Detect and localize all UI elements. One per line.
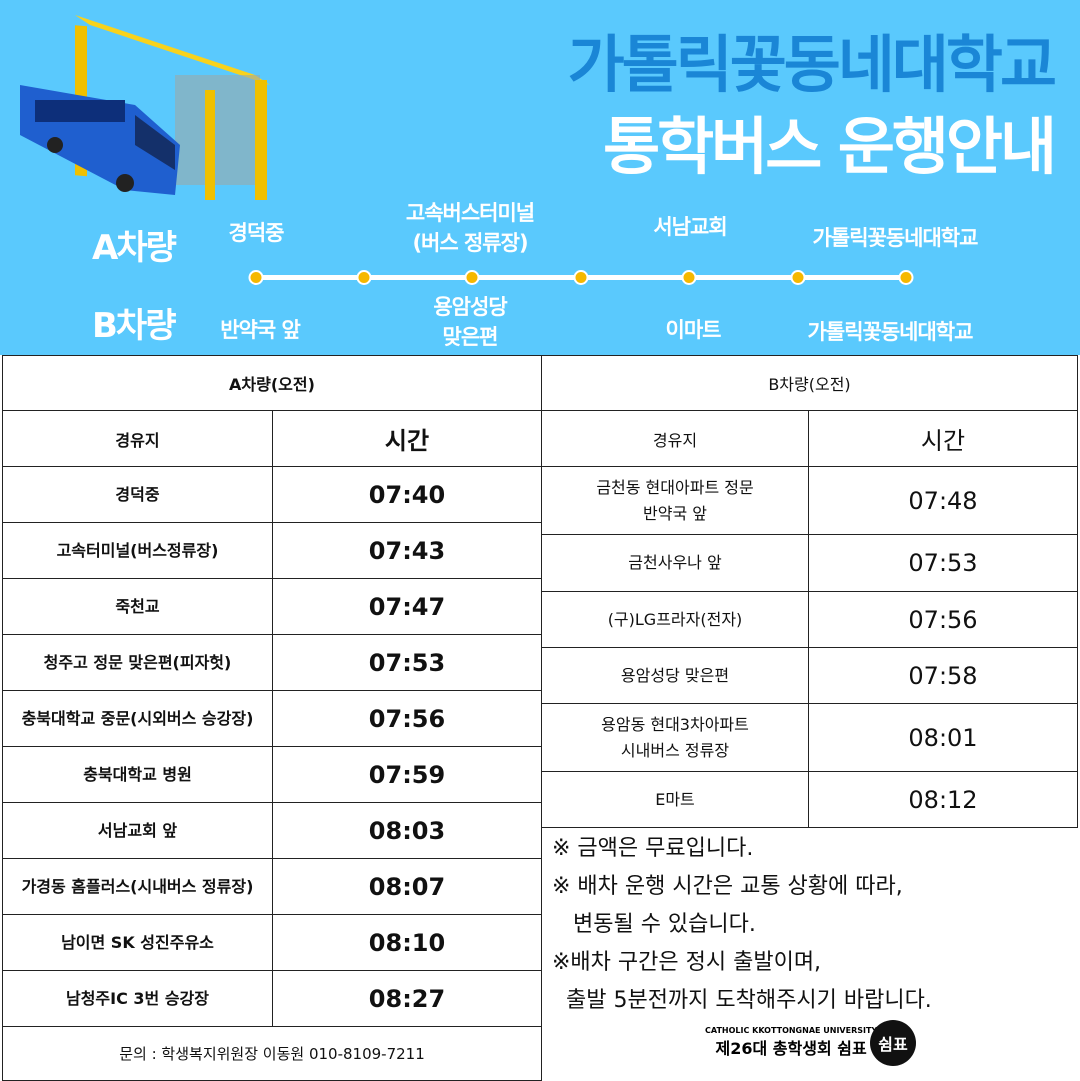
logo-seal-icon: 쉼표: [870, 1020, 916, 1066]
stop-cell: 청주고 정문 맞은편(피자헛): [2, 634, 273, 691]
table-title: B차량(오전): [541, 355, 1078, 411]
note-line: ※ 금액은 무료입니다.: [552, 836, 754, 861]
b-stop: 가톨릭꽃동네대학교: [807, 320, 974, 344]
time-cell: 07:56: [272, 690, 542, 747]
b-stop: 용암성당 맞은편: [433, 295, 507, 349]
b-vehicle-schedule-table: B차량(오전) 경유지 시간 금천동 현대아파트 정문 반약국 앞 07:48 금천사…: [541, 355, 1078, 828]
table-row: 금천사우나 앞 07:53: [541, 534, 1078, 592]
time-cell: 07:43: [272, 522, 542, 579]
table-row: 남이면 SK 성진주유소 08:10: [2, 914, 542, 971]
b-stop: 이마트: [665, 318, 722, 342]
table-row: 서남교회 앞 08:03: [2, 802, 542, 859]
table-row: 경덕중 07:40: [2, 466, 542, 523]
time-cell: 08:27: [272, 970, 542, 1027]
note-line: ※배차 구간은 정시 출발이며,: [552, 950, 822, 975]
time-cell: 07:56: [808, 591, 1078, 648]
route-stop-dot: [790, 270, 806, 285]
page-title: 통학버스 운행안내: [603, 110, 1057, 183]
stop-cell: 서남교회 앞: [2, 802, 273, 859]
route-stop-dot: [248, 270, 264, 285]
time-cell: 08:07: [272, 858, 542, 915]
bus-icon: [20, 85, 180, 195]
time-cell: 07:40: [272, 466, 542, 523]
student-council-logo: CATHOLIC KKOTTONGNAE UNIVERSITY 제26대 총학생…: [705, 1026, 877, 1059]
university-title: 가톨릭꽃동네대학교: [567, 28, 1057, 101]
time-cell: 07:58: [808, 647, 1078, 704]
logo-korean-text: 제26대 총학생회 쉼표: [715, 1039, 867, 1058]
stop-cell: 충북대학교 중문(시외버스 승강장): [2, 690, 273, 747]
table-row: (구)LG프라자(전자) 07:56: [541, 591, 1078, 648]
a-vehicle-schedule-table: A차량(오전) 경유지 시간 경덕중 07:40 고속터미널(버스정류장) 07:43 죽…: [2, 355, 542, 1081]
table-row: 고속터미널(버스정류장) 07:43: [2, 522, 542, 579]
note-line: 출발 5분전까지 도착해주시기 바랍니다.: [552, 988, 932, 1013]
table-row: 남청주IC 3번 승강장 08:27: [2, 970, 542, 1027]
column-header-time: 시간: [272, 410, 542, 467]
stop-cell: 가경동 홈플러스(시내버스 정류장): [2, 858, 273, 915]
time-cell: 08:01: [808, 703, 1078, 772]
stop-cell: 남이면 SK 성진주유소: [2, 914, 273, 971]
table-row: 청주고 정문 맞은편(피자헛) 07:53: [2, 634, 542, 691]
time-cell: 08:03: [272, 802, 542, 859]
column-header-stop: 경유지: [2, 410, 273, 467]
route-stop-dot: [464, 270, 480, 285]
column-header-stop: 경유지: [541, 410, 809, 467]
route-stop-dot: [681, 270, 697, 285]
table-row: 금천동 현대아파트 정문 반약국 앞 07:48: [541, 466, 1078, 535]
notes: ※ 금액은 무료입니다. ※ 배차 운행 시간은 교통 상황에 따라, 변동될 …: [552, 830, 932, 1020]
time-cell: 07:59: [272, 746, 542, 803]
stop-cell: 경덕중: [2, 466, 273, 523]
stop-cell: 고속터미널(버스정류장): [2, 522, 273, 579]
contact-info: 문의 : 학생복지위원장 이동원 010-8109-7211: [2, 1026, 542, 1081]
table-title: A차량(오전): [2, 355, 542, 411]
bus-stop-illustration: [20, 15, 270, 200]
stop-cell: 충북대학교 병원: [2, 746, 273, 803]
route-stop-dot: [356, 270, 372, 285]
stop-cell: 금천동 현대아파트 정문 반약국 앞: [541, 466, 809, 535]
time-cell: 08:10: [272, 914, 542, 971]
a-vehicle-label: A차량: [92, 228, 177, 268]
a-stop: 고속버스터미널 (버스 정류장): [405, 201, 535, 255]
table-row: 가경동 홈플러스(시내버스 정류장) 08:07: [2, 858, 542, 915]
route-stop-dot: [573, 270, 589, 285]
table-row: 용암성당 맞은편 07:58: [541, 647, 1078, 704]
stop-cell: 금천사우나 앞: [541, 534, 809, 592]
time-cell: 08:12: [808, 771, 1078, 828]
b-stop: 반약국 앞: [220, 318, 301, 342]
a-stop: 서남교회: [653, 215, 727, 239]
table-row: 충북대학교 병원 07:59: [2, 746, 542, 803]
time-cell: 07:53: [808, 534, 1078, 592]
stop-cell: 남청주IC 3번 승강장: [2, 970, 273, 1027]
b-vehicle-label: B차량: [92, 306, 176, 346]
a-stop: 경덕중: [228, 221, 285, 245]
note-line: ※ 배차 운행 시간은 교통 상황에 따라,: [552, 874, 903, 899]
table-row: 충북대학교 중문(시외버스 승강장) 07:56: [2, 690, 542, 747]
table-row: E마트 08:12: [541, 771, 1078, 828]
time-cell: 07:53: [272, 634, 542, 691]
header-banner: 가톨릭꽃동네대학교 통학버스 운행안내 A차량 B차량 경덕중 고속버스터미널 …: [0, 0, 1080, 355]
time-cell: 07:47: [272, 578, 542, 635]
stop-cell: 죽천교: [2, 578, 273, 635]
column-header-time: 시간: [808, 410, 1078, 467]
stop-cell: E마트: [541, 771, 809, 828]
stop-cell: 용암성당 맞은편: [541, 647, 809, 704]
route-stop-dot: [898, 270, 914, 285]
note-line: 변동될 수 있습니다.: [552, 912, 756, 937]
table-row: 용암동 현대3차아파트 시내버스 정류장 08:01: [541, 703, 1078, 772]
a-stop: 가톨릭꽃동네대학교: [812, 226, 979, 250]
time-cell: 07:48: [808, 466, 1078, 535]
stop-cell: (구)LG프라자(전자): [541, 591, 809, 648]
logo-english-text: CATHOLIC KKOTTONGNAE UNIVERSITY: [705, 1026, 878, 1035]
stop-cell: 용암동 현대3차아파트 시내버스 정류장: [541, 703, 809, 772]
table-row: 죽천교 07:47: [2, 578, 542, 635]
